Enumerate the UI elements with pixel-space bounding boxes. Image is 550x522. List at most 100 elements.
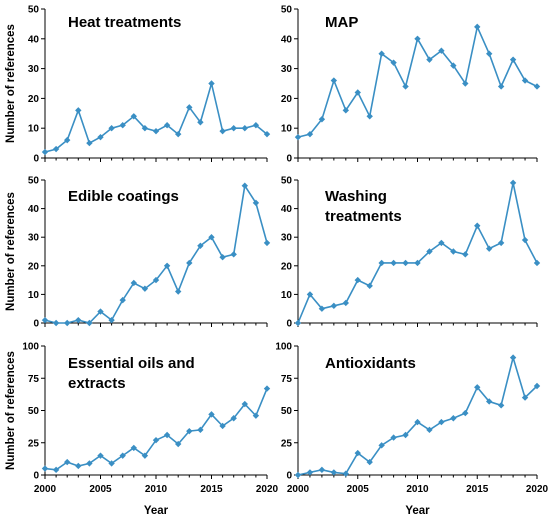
data-point: [486, 398, 493, 405]
y-tick-label: 30: [28, 64, 40, 75]
data-point: [141, 285, 149, 292]
data-point: [52, 319, 60, 327]
data-point: [450, 62, 457, 69]
data-point: [378, 50, 385, 57]
data-point: [509, 354, 517, 361]
y-tick-label: 40: [28, 34, 40, 45]
data-point: [486, 245, 493, 252]
data-point: [342, 470, 349, 477]
data-point: [330, 77, 338, 84]
y-axis-label: Number of references: [5, 24, 17, 143]
data-point: [175, 288, 182, 295]
data-point: [219, 422, 226, 430]
data-point: [141, 125, 149, 132]
y-tick-label: 25: [28, 438, 40, 449]
y-tick-label: 10: [28, 124, 40, 135]
x-tick-label: 2020: [256, 484, 279, 495]
y-tick-label: 75: [281, 374, 293, 385]
data-point: [263, 130, 271, 138]
data-point: [86, 319, 93, 327]
x-tick-label: 2000: [34, 484, 57, 495]
data-point: [426, 56, 433, 63]
data-point: [366, 113, 373, 120]
y-tick-label: 30: [281, 233, 293, 244]
data-point: [130, 279, 137, 287]
y-tick-label: 0: [33, 154, 39, 165]
data-point: [152, 127, 160, 135]
data-point: [130, 444, 137, 452]
data-point: [474, 384, 481, 391]
y-tick-label: 30: [281, 64, 293, 75]
panel-title: Heat treatments: [68, 14, 181, 31]
data-point: [318, 116, 326, 123]
data-point: [64, 319, 71, 327]
data-point: [219, 254, 226, 261]
data-point: [175, 130, 182, 138]
data-point: [152, 276, 160, 284]
data-point: [241, 182, 248, 189]
data-point: [486, 50, 493, 57]
panel-title: Antioxidants: [325, 355, 416, 372]
data-point: [97, 133, 104, 141]
data-point: [97, 452, 104, 459]
data-point: [64, 136, 71, 144]
y-tick-label: 50: [28, 5, 40, 16]
data-point: [230, 125, 237, 132]
data-point: [306, 130, 314, 138]
data-point: [462, 80, 469, 87]
data-point: [509, 56, 517, 63]
y-tick-label: 50: [281, 406, 293, 417]
y-tick-label: 40: [28, 204, 40, 215]
y-tick-label: 75: [28, 374, 40, 385]
chart-panel-map: 0 10 20 30 40 50 MAP: [281, 5, 541, 165]
data-point: [197, 242, 204, 249]
data-point: [318, 466, 326, 474]
data-point: [252, 412, 260, 419]
data-point: [119, 296, 126, 304]
data-point: [462, 251, 469, 258]
data-point: [354, 449, 361, 457]
panel-title: extracts: [68, 375, 126, 392]
data-point: [426, 426, 433, 434]
y-tick-label: 40: [281, 34, 293, 45]
data-point: [306, 291, 314, 298]
series-line: [44, 388, 268, 471]
data-point: [378, 259, 385, 267]
data-point: [208, 80, 215, 87]
y-tick-label: 10: [28, 290, 40, 301]
data-point: [86, 139, 93, 147]
data-point: [450, 248, 457, 255]
y-tick-label: 30: [28, 233, 40, 244]
data-point: [438, 418, 445, 426]
data-point: [521, 236, 529, 244]
data-point: [330, 302, 338, 310]
data-point: [414, 259, 421, 267]
x-tick-label: 2005: [347, 484, 370, 495]
x-tick-label: 2015: [200, 484, 223, 495]
data-point: [41, 148, 49, 156]
data-point: [186, 427, 193, 435]
chart-panel-washing-treatments: 0 10 20 30 40 50 Washing treatments: [281, 176, 541, 330]
data-point: [108, 460, 115, 467]
data-point: [197, 426, 204, 434]
chart-panel-essential-oils: 0 25 50 75 100 2000 2005 2010 2015 2020 Essential …: [5, 342, 279, 518]
x-tick-label: 2020: [526, 484, 549, 495]
data-point: [208, 411, 215, 418]
y-tick-label: 0: [286, 319, 292, 330]
data-point: [438, 47, 445, 54]
chart-panel-edible-coatings: 0 10 20 30 40 50 Edible coatings Number of refe…: [5, 176, 271, 330]
chart-panel-heat-treatments: 0 10 20 30 40 50 Heat treatments Number of refe…: [5, 5, 271, 165]
data-point: [163, 122, 171, 129]
data-point: [462, 409, 469, 417]
y-tick-label: 20: [281, 94, 293, 105]
y-tick-label: 0: [33, 319, 39, 330]
data-point: [294, 133, 302, 141]
data-point: [474, 222, 481, 229]
data-point: [208, 234, 215, 241]
y-tick-label: 0: [286, 154, 292, 165]
y-tick-label: 0: [286, 471, 292, 482]
data-point: [108, 316, 115, 324]
y-tick-label: 10: [281, 124, 293, 135]
data-point: [141, 452, 149, 459]
